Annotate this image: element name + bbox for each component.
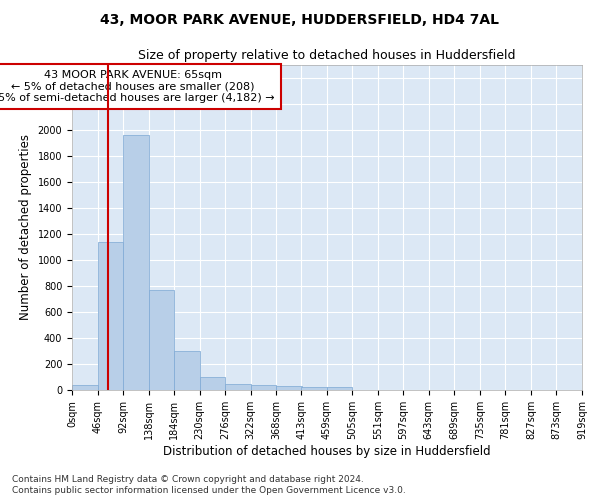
- Text: 43, MOOR PARK AVENUE, HUDDERSFIELD, HD4 7AL: 43, MOOR PARK AVENUE, HUDDERSFIELD, HD4 …: [101, 12, 499, 26]
- Bar: [72, 385, 98, 390]
- Bar: [174, 351, 200, 390]
- Bar: [327, 388, 352, 390]
- Text: Contains HM Land Registry data © Crown copyright and database right 2024.: Contains HM Land Registry data © Crown c…: [12, 475, 364, 484]
- Y-axis label: Number of detached properties: Number of detached properties: [19, 134, 32, 320]
- Text: 43 MOOR PARK AVENUE: 65sqm
← 5% of detached houses are smaller (208)
95% of semi: 43 MOOR PARK AVENUE: 65sqm ← 5% of detac…: [0, 70, 275, 103]
- Bar: [276, 386, 302, 390]
- Bar: [301, 388, 327, 390]
- Bar: [251, 385, 276, 390]
- Bar: [149, 290, 174, 390]
- X-axis label: Distribution of detached houses by size in Huddersfield: Distribution of detached houses by size …: [163, 444, 491, 458]
- Title: Size of property relative to detached houses in Huddersfield: Size of property relative to detached ho…: [138, 50, 516, 62]
- Bar: [200, 377, 225, 390]
- Bar: [225, 384, 251, 390]
- Bar: [98, 242, 123, 390]
- Bar: [123, 135, 149, 390]
- Text: Contains public sector information licensed under the Open Government Licence v3: Contains public sector information licen…: [12, 486, 406, 495]
